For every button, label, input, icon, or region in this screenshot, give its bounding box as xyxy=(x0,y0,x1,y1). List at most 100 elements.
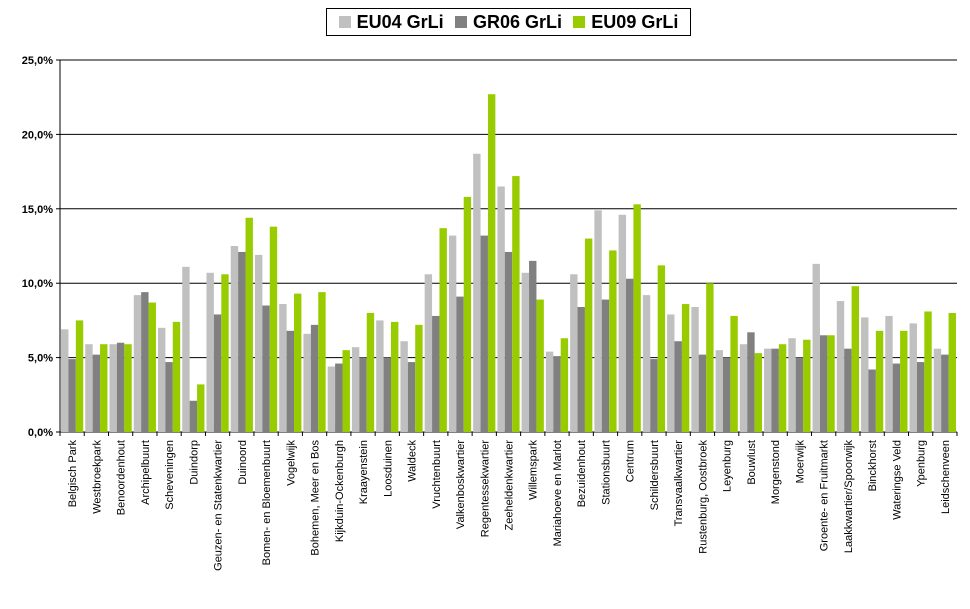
bar xyxy=(730,315,738,432)
bar xyxy=(754,353,763,432)
bar xyxy=(294,293,302,432)
legend-label-gr06: GR06 GrLi xyxy=(472,11,562,32)
bar xyxy=(85,344,93,432)
bar xyxy=(868,369,876,432)
bar xyxy=(521,272,530,432)
bar xyxy=(594,210,602,432)
bar xyxy=(851,286,860,432)
bar xyxy=(424,274,433,432)
bar xyxy=(909,323,917,432)
bar xyxy=(827,335,835,432)
bar xyxy=(844,348,852,432)
bar xyxy=(747,332,755,432)
bar xyxy=(529,260,537,432)
bar xyxy=(667,314,675,432)
bar xyxy=(706,283,714,432)
bar xyxy=(924,311,932,432)
x-category-label: Belgisch Park xyxy=(67,440,79,508)
bar xyxy=(230,246,239,432)
bar xyxy=(497,186,505,432)
bar xyxy=(407,362,416,432)
bar xyxy=(553,356,561,432)
y-tick-label: 0,0% xyxy=(28,427,53,439)
bar xyxy=(657,265,666,432)
bar xyxy=(366,312,375,432)
bar xyxy=(560,338,569,432)
bar xyxy=(545,351,554,432)
bar xyxy=(601,299,610,432)
bar xyxy=(172,321,181,432)
bar xyxy=(213,314,222,432)
bar xyxy=(182,266,190,432)
bar xyxy=(795,357,804,432)
legend-swatch-eu04 xyxy=(338,16,351,28)
y-tick-label: 20,0% xyxy=(22,129,53,141)
bar xyxy=(439,228,447,432)
x-category-label: Schildersbuurt xyxy=(649,440,661,510)
bar xyxy=(327,366,336,432)
bar xyxy=(487,94,496,432)
bar xyxy=(512,176,520,432)
bar xyxy=(778,344,787,432)
x-category-label: Moerwijk xyxy=(794,440,806,484)
bar xyxy=(206,272,214,432)
x-category-label: Ypenburg xyxy=(916,440,928,487)
x-category-label: Westbroekpark xyxy=(91,440,103,514)
bar xyxy=(318,292,326,432)
bar xyxy=(892,363,901,432)
bar xyxy=(788,338,796,432)
bar xyxy=(916,362,925,432)
bar xyxy=(861,317,869,432)
x-category-label: Rustenburg, Oostbroek xyxy=(697,440,709,554)
bar xyxy=(335,363,343,432)
bar xyxy=(584,238,593,432)
bar xyxy=(577,307,585,432)
bar xyxy=(245,217,253,432)
y-tick-label: 5,0% xyxy=(28,353,53,365)
x-category-label: Binckhorst xyxy=(867,440,879,491)
bar xyxy=(148,302,156,432)
bar xyxy=(650,359,658,432)
bar xyxy=(803,339,811,432)
bar xyxy=(221,274,229,432)
x-category-label: Leyenburg xyxy=(722,440,734,492)
bar xyxy=(116,342,125,432)
x-category-label: Bouwlust xyxy=(746,440,758,485)
legend-label-eu04: EU04 GrLi xyxy=(356,11,444,32)
legend-item-eu09: EU09 GrLi xyxy=(573,12,678,33)
bar xyxy=(189,400,198,432)
bar xyxy=(279,304,287,432)
x-category-label: Willemspark xyxy=(528,440,540,500)
bar xyxy=(133,295,142,432)
x-category-label: Loosduinen xyxy=(382,440,394,497)
bar xyxy=(739,344,748,432)
x-category-label: Scheveningen xyxy=(164,440,176,510)
x-category-label: Wateringse Veld xyxy=(891,440,903,520)
bar xyxy=(124,344,132,432)
bar xyxy=(691,307,699,432)
x-category-label: Vogelwijk xyxy=(285,440,297,486)
bar xyxy=(722,357,731,432)
x-category-label: Bohemen, Meer en Bos xyxy=(310,440,322,556)
x-category-label: Zeeheldenkwartier xyxy=(504,440,516,531)
bar xyxy=(310,324,319,432)
bar xyxy=(480,235,488,432)
bar xyxy=(618,214,627,432)
legend-item-gr06: GR06 GrLi xyxy=(454,11,562,33)
x-category-label: Transvaalkwartier xyxy=(673,440,685,527)
bar xyxy=(92,354,101,432)
bar xyxy=(764,348,772,432)
bar xyxy=(900,330,908,432)
y-tick-label: 10,0% xyxy=(22,278,53,290)
x-category-label: Regentessekwartier xyxy=(479,440,491,538)
bar xyxy=(157,327,166,432)
bar xyxy=(504,251,513,432)
bar xyxy=(109,344,117,432)
x-category-label: Mariahoeve en Marlot xyxy=(552,440,564,546)
bar xyxy=(165,362,173,432)
x-category-label: Bomen- en Bloemenbuurt xyxy=(261,440,273,565)
bar xyxy=(463,196,472,432)
bar xyxy=(674,341,682,432)
bar xyxy=(415,324,423,432)
